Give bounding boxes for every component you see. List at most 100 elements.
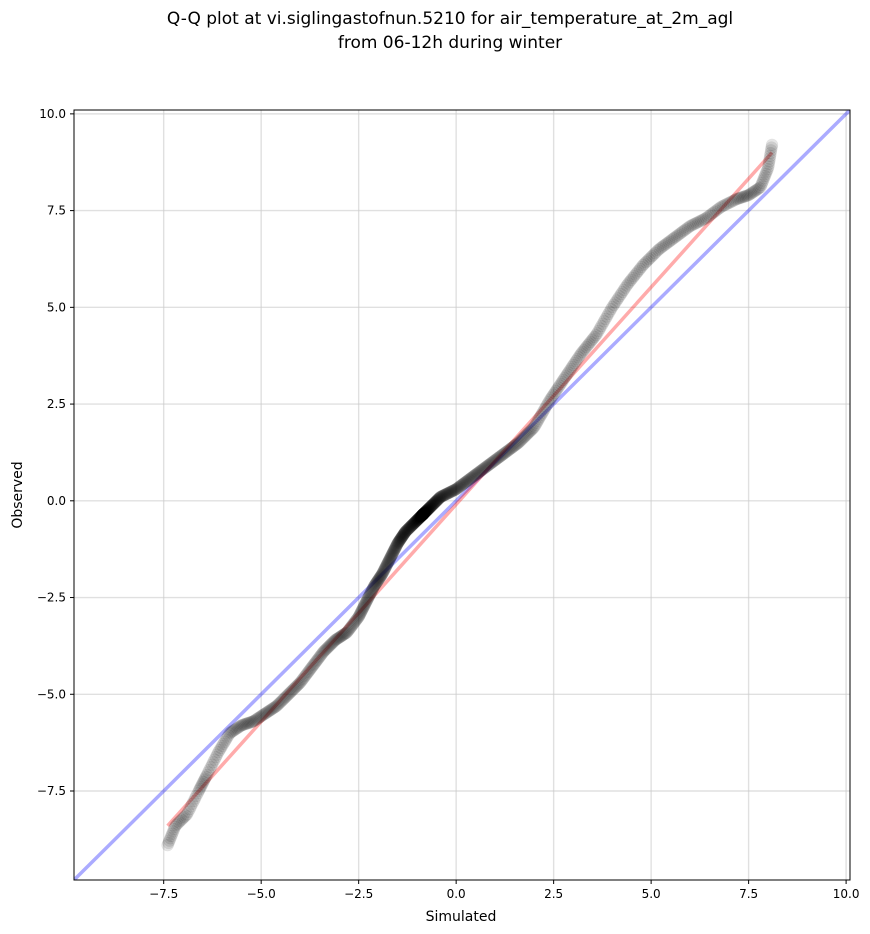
qq-point: [417, 507, 430, 521]
qq-point: [375, 568, 389, 581]
qq-point: [424, 500, 437, 514]
qq-point: [585, 334, 599, 347]
qq-point: [387, 543, 401, 557]
qq-point: [578, 342, 592, 355]
qq-point: [351, 612, 364, 625]
qq-point: [326, 636, 340, 649]
qq-point: [698, 212, 711, 226]
qq-point: [310, 654, 323, 668]
y-tick-label: −5.0: [37, 687, 66, 701]
qq-point: [535, 408, 548, 421]
qq-point: [456, 477, 470, 491]
qq-point: [214, 741, 228, 755]
qq-point: [502, 444, 515, 457]
qq-point: [667, 232, 681, 245]
qq-point: [381, 556, 395, 569]
qq-point: [675, 226, 688, 239]
qq-point: [328, 634, 342, 647]
qq-point: [661, 236, 674, 250]
qq-point: [472, 466, 486, 479]
qq-point: [382, 554, 396, 567]
qq-point: [348, 615, 362, 629]
qq-point: [761, 163, 774, 176]
qq-point: [163, 834, 176, 847]
qq-point: [428, 496, 441, 510]
qq-point: [645, 249, 659, 263]
qq-point: [459, 476, 472, 489]
qq-point: [229, 722, 243, 736]
qq-point: [350, 613, 363, 626]
qq-point: [470, 467, 484, 480]
qq-point: [509, 438, 522, 452]
qq-point: [476, 463, 489, 476]
qq-point: [595, 319, 608, 333]
qq-point: [427, 497, 441, 510]
qq-point: [240, 717, 254, 730]
qq-point: [304, 662, 317, 676]
qq-point: [332, 631, 345, 645]
qq-point: [592, 324, 605, 338]
qq-point: [420, 504, 433, 518]
qq-point: [168, 820, 182, 834]
qq-point: [746, 186, 759, 199]
qq-point: [567, 358, 580, 372]
qq-point: [408, 516, 421, 529]
qq-point: [614, 287, 628, 301]
qq-point: [627, 269, 641, 283]
qq-point: [397, 527, 411, 541]
qq-point: [504, 442, 517, 456]
qq-point: [505, 441, 518, 455]
qq-point: [430, 494, 443, 507]
qq-point: [331, 632, 345, 645]
qq-point: [325, 636, 339, 650]
qq-point: [419, 505, 432, 519]
qq-point: [555, 375, 569, 389]
qq-point: [491, 452, 504, 465]
qq-point: [386, 546, 400, 559]
qq-point: [427, 497, 440, 510]
qq-point: [432, 492, 445, 506]
qq-point: [431, 493, 444, 507]
qq-point: [355, 605, 368, 618]
qq-point: [497, 447, 510, 461]
qq-point: [613, 289, 626, 303]
qq-point: [376, 565, 390, 579]
qq-point: [389, 540, 403, 553]
qq-point: [382, 555, 395, 568]
qq-point: [313, 650, 326, 664]
qq-point: [424, 500, 437, 513]
qq-point: [610, 294, 623, 307]
qq-point: [279, 690, 293, 704]
qq-point: [199, 770, 213, 784]
qq-point: [449, 483, 462, 496]
qq-point: [762, 157, 776, 171]
qq-point: [406, 518, 420, 531]
qq-point: [519, 429, 532, 443]
qq-point: [609, 296, 622, 309]
qq-point: [186, 797, 199, 811]
qq-point: [398, 526, 412, 539]
qq-point: [179, 809, 192, 822]
qq-point: [305, 661, 318, 675]
qq-point: [416, 508, 430, 521]
qq-point: [252, 711, 265, 725]
qq-point: [364, 586, 378, 599]
qq-point: [261, 705, 275, 718]
qq-point: [425, 499, 438, 513]
qq-point: [266, 702, 279, 715]
chart-title-line-2: from 06-12h during winter: [338, 33, 562, 53]
qq-point: [731, 192, 745, 205]
qq-point: [590, 326, 604, 340]
qq-point: [543, 393, 556, 407]
qq-point: [398, 526, 411, 540]
qq-point: [355, 604, 369, 617]
qq-point: [227, 724, 240, 737]
qq-point: [426, 498, 439, 512]
qq-point: [367, 580, 381, 593]
qq-point: [284, 686, 297, 699]
qq-point: [169, 818, 183, 832]
qq-point: [629, 268, 642, 281]
qq-point: [716, 199, 730, 213]
qq-point: [407, 517, 420, 531]
qq-point: [414, 510, 427, 524]
